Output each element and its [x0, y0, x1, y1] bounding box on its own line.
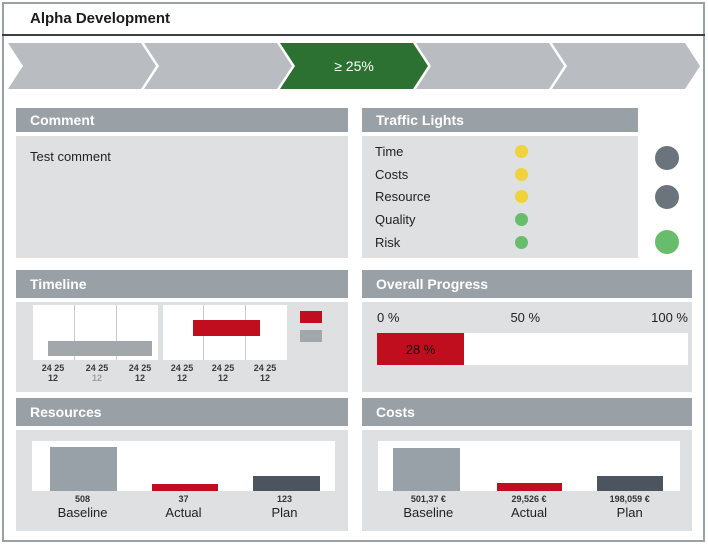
phase-label: ≥ 25%: [334, 58, 374, 74]
costs-categories: Baseline Actual Plan: [378, 505, 680, 520]
resources-panel-header: Resources: [16, 398, 348, 426]
comment-panel: Comment Test comment: [16, 108, 348, 258]
overall-progress-panel-title: Overall Progress: [376, 276, 489, 292]
timeline-tick: 24 25 12: [211, 363, 235, 383]
resources-plan-bar: [253, 476, 320, 491]
resources-panel-title: Resources: [30, 404, 102, 420]
scale-0: 0 %: [377, 310, 400, 325]
timeline-gantt-chart: [33, 305, 287, 360]
progress-value: 28 %: [405, 341, 436, 357]
timeline-panel-header: Timeline: [16, 270, 348, 298]
traffic-light-label: Costs: [375, 166, 409, 182]
timeline-axis: 24 25 12 24 25 12 24 25 12 24 25 12 24 2…: [16, 363, 348, 387]
timeline-tick: 24 25 12: [41, 363, 65, 383]
timeline-tick: 24 25 12: [170, 363, 194, 383]
timeline-panel-title: Timeline: [30, 276, 87, 292]
resources-categories: Baseline Actual Plan: [32, 505, 335, 520]
timeline-actual-bar: [193, 320, 260, 336]
overall-progress-panel-body: 0 % 50 % 100 % 28 %: [362, 302, 692, 392]
status-dot-icon: [515, 167, 528, 181]
overall-progress-panel: Overall Progress 0 % 50 % 100 % 28 %: [362, 270, 692, 392]
costs-bar-chart: [378, 441, 680, 491]
costs-actual-bar: [497, 483, 562, 491]
timeline-baseline-bar: [48, 341, 152, 356]
timeline-tick: 24 25 12: [128, 363, 152, 383]
phase-progress-bar: ≥ 25%: [8, 43, 700, 89]
comment-panel-title: Comment: [30, 112, 95, 128]
status-dot-icon: [515, 144, 528, 158]
costs-actual-value: 29,526 €: [511, 494, 547, 504]
comment-text: Test comment: [30, 149, 111, 164]
timeline-legend-baseline-swatch: [300, 330, 322, 342]
costs-panel-title: Costs: [376, 404, 415, 420]
traffic-light-label: Time: [375, 143, 404, 159]
title-separator: [2, 34, 705, 36]
costs-plan-bar: [597, 476, 663, 491]
costs-actual-label: Actual: [510, 505, 548, 520]
overall-progress-panel-header: Overall Progress: [362, 270, 692, 298]
phase-chevron-1[interactable]: [8, 43, 156, 89]
traffic-light-row-time: Time: [362, 144, 638, 159]
resources-baseline-value: 508: [74, 494, 91, 504]
overall-status-circle-middle: [655, 185, 679, 209]
comment-panel-body: Test comment: [16, 136, 348, 258]
costs-baseline-value: 501,37 €: [410, 494, 446, 504]
comment-panel-header: Comment: [16, 108, 348, 132]
scale-50: 50 %: [510, 310, 541, 325]
resources-actual-value: 37: [178, 494, 189, 504]
traffic-lights-panel-title: Traffic Lights: [376, 112, 464, 128]
phase-chevron-5[interactable]: [552, 43, 700, 89]
costs-baseline-bar: [393, 448, 460, 491]
costs-panel: Costs 501,37 € 29,526 € 198,059 € Baseli…: [362, 398, 692, 531]
window-border: [2, 2, 705, 542]
resources-plan-value: 123: [276, 494, 293, 504]
costs-panel-body: 501,37 € 29,526 € 198,059 € Baseline Act…: [362, 430, 692, 531]
costs-baseline-label: Baseline: [403, 505, 454, 520]
costs-plan-value: 198,059 €: [609, 494, 650, 504]
phase-chevron-4[interactable]: [416, 43, 564, 89]
overall-status-circle-bottom: [655, 230, 679, 254]
traffic-light-row-quality: Quality: [362, 212, 638, 227]
resources-values: 508 37 123: [32, 494, 335, 504]
traffic-light-label: Resource: [375, 189, 431, 205]
traffic-light-row-resource: Resource: [362, 189, 638, 204]
progress-scale: 0 % 50 % 100 %: [377, 310, 688, 325]
page-title: Alpha Development: [30, 10, 171, 27]
timeline-tick: 24 25 12: [85, 363, 109, 383]
resources-baseline-bar: [50, 447, 117, 491]
resources-baseline-label: Baseline: [57, 505, 108, 520]
costs-values: 501,37 € 29,526 € 198,059 €: [378, 494, 680, 504]
timeline-panel: Timeline 24 25 12 24 2: [16, 270, 348, 392]
resources-bar-chart: [32, 441, 335, 491]
progress-track: 28 %: [377, 333, 688, 365]
status-dot-icon: [515, 236, 528, 250]
timeline-legend-actual-swatch: [300, 311, 322, 323]
resources-plan-label: Plan: [271, 505, 298, 520]
timeline-panel-body: 24 25 12 24 25 12 24 25 12 24 25 12 24 2…: [16, 302, 348, 392]
status-dot-icon: [515, 213, 528, 227]
traffic-lights-panel-body: Time Costs Resource Quality Risk: [362, 136, 638, 258]
traffic-light-label: Quality: [375, 212, 416, 228]
traffic-lights-panel-header: Traffic Lights: [362, 108, 638, 132]
scale-100: 100 %: [651, 310, 688, 325]
resources-actual-label: Actual: [165, 505, 202, 520]
traffic-lights-panel: Traffic Lights Time Costs Resource Quali…: [362, 108, 638, 258]
timeline-tick: 24 25 12: [253, 363, 277, 383]
progress-fill: 28 %: [377, 333, 465, 365]
costs-plan-label: Plan: [616, 505, 643, 520]
traffic-light-row-risk: Risk: [362, 235, 638, 250]
status-dot-icon: [515, 190, 528, 204]
traffic-light-label: Risk: [375, 235, 401, 251]
phase-chevron-3[interactable]: ≥ 25%: [280, 43, 428, 89]
costs-panel-header: Costs: [362, 398, 692, 426]
resources-panel-body: 508 37 123 Baseline Actual Plan: [16, 430, 348, 531]
resources-actual-bar: [152, 484, 218, 491]
overall-status-circle-top: [655, 146, 679, 170]
phase-chevron-2[interactable]: [144, 43, 292, 89]
resources-panel: Resources 508 37 123 Baseline Actual Pla…: [16, 398, 348, 531]
traffic-light-row-costs: Costs: [362, 167, 638, 182]
